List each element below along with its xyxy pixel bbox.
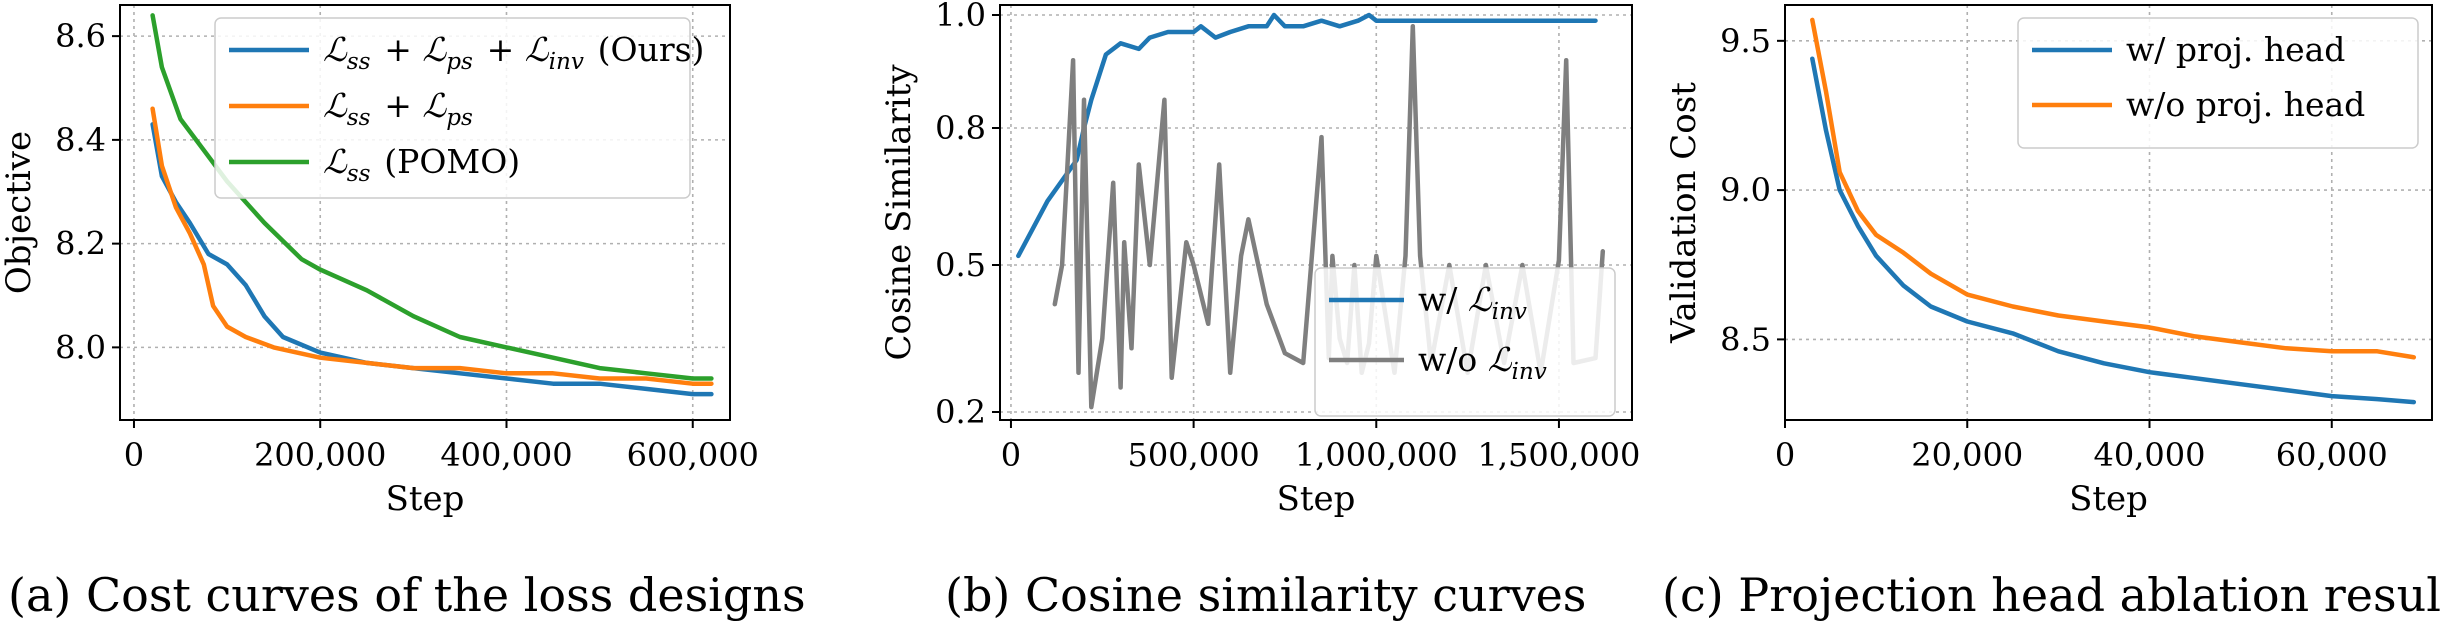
series-line [150, 122, 714, 397]
caption-c: (c) Projection head ablation results [1662, 568, 2442, 622]
legend-label: w/ ℒinv [1418, 280, 1530, 325]
y-axis-label: Cosine Similarity [879, 64, 919, 361]
caption-b: (b) Cosine similarity curves [945, 568, 1587, 622]
y-axis-label: Objective [0, 131, 39, 294]
x-axis-label: Step [1277, 479, 1356, 519]
series-line [1016, 12, 1598, 259]
y-tick-label: 8.2 [55, 225, 106, 263]
x-tick-label: 400,000 [440, 436, 572, 474]
y-tick-label: 9.5 [1720, 22, 1771, 60]
y-tick-label: 8.6 [55, 17, 106, 55]
x-tick-label: 60,000 [2276, 436, 2388, 474]
x-tick-label: 1,000,000 [1295, 436, 1458, 474]
x-tick-label: 40,000 [2094, 436, 2206, 474]
y-tick-label: 9.0 [1720, 171, 1771, 209]
legend-box [1314, 267, 1616, 417]
panel-c: 0 20,000 40,000 60,000 8.5 9.0 9.5 Step Validati… [1664, 4, 2433, 519]
y-tick-label: 8.0 [55, 328, 106, 366]
legend: ℒss + ℒps + ℒinv (Ours) ℒss + ℒps ℒss (PO… [214, 17, 704, 199]
y-tick-label: 0.8 [935, 109, 986, 147]
x-tick-label: 600,000 [627, 436, 759, 474]
series-line [150, 106, 714, 386]
panel-b: 0 500,000 1,000,000 1,500,000 0.2 0.5 0.8 1.0 St… [879, 0, 1640, 519]
x-tick-label: 0 [124, 436, 144, 474]
y-tick-label: 1.0 [935, 0, 986, 34]
y-tick-label: 8.5 [1720, 320, 1771, 358]
series-line [1810, 56, 2417, 405]
legend-label: ℒss + ℒps + ℒinv (Ours) [323, 30, 704, 75]
x-tick-label: 0 [1775, 436, 1795, 474]
series-line [150, 13, 714, 381]
legend-label: ℒss (POMO) [323, 142, 520, 187]
legend-label: w/ proj. head [2126, 30, 2345, 69]
legend: w/ proj. head w/o proj. head [2017, 17, 2419, 149]
axes-frame [119, 4, 731, 421]
legend-label: ℒss + ℒps [323, 86, 476, 131]
legend-box [214, 17, 691, 199]
y-tick-label: 0.2 [935, 393, 986, 431]
legend: w/ ℒinv w/o ℒinv [1314, 267, 1616, 417]
caption-a: (a) Cost curves of the loss designs [8, 568, 806, 622]
series-line [1810, 17, 2417, 360]
x-tick-label: 500,000 [1127, 436, 1259, 474]
x-tick-label: 200,000 [254, 436, 386, 474]
axes-frame [1784, 4, 2433, 421]
x-axis-label: Step [2069, 479, 2148, 519]
axes-frame [999, 4, 1633, 421]
x-tick-label: 0 [1001, 436, 1021, 474]
y-tick-label: 8.4 [55, 121, 106, 159]
legend-label: w/o proj. head [2126, 85, 2365, 124]
x-tick-label: 1,500,000 [1478, 436, 1641, 474]
panel-a: 0 200,000 400,000 600,000 8.0 8.2 8.4 8.6 Step Ob… [0, 4, 759, 519]
x-axis-label: Step [386, 479, 465, 519]
y-tick-label: 0.5 [935, 246, 986, 284]
y-axis-label: Validation Cost [1664, 82, 1704, 344]
legend-box [2017, 17, 2419, 149]
x-tick-label: 20,000 [1911, 436, 2023, 474]
legend-label: w/o ℒinv [1418, 340, 1550, 385]
